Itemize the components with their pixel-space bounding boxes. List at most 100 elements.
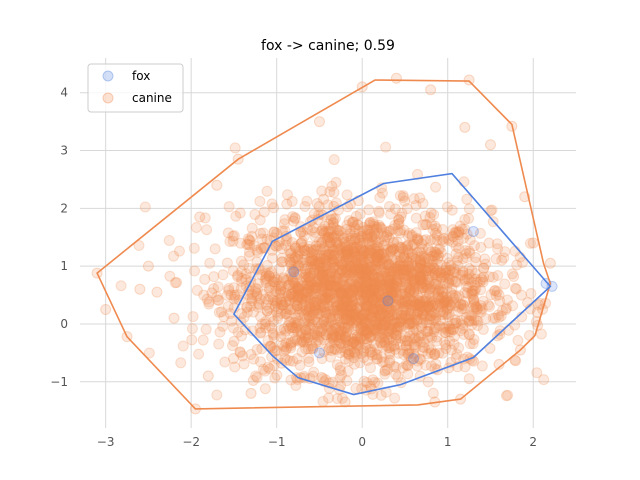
canine-point [340,269,352,281]
canine-point [307,255,319,267]
canine-point [258,206,270,218]
canine-point [244,235,256,247]
canine-point [351,254,363,266]
canine-point [334,361,346,373]
canine-point [320,226,332,238]
canine-point [389,219,401,231]
canine-point [201,224,213,236]
canine-point [492,269,504,281]
canine-point [358,298,370,310]
canine-point [396,207,408,219]
canine-point [428,209,440,221]
canine-point [445,323,457,335]
canine-point [420,317,432,329]
canine-point [319,270,331,282]
canine-point [303,310,315,322]
canine-point [412,305,424,317]
legend-canine-label: canine [132,91,172,105]
canine-point [281,354,293,366]
canine-point [352,232,364,244]
canine-point [293,268,305,280]
canine-point [226,315,238,327]
canine-point [349,346,361,358]
canine-point [389,322,401,334]
canine-point [189,265,201,277]
canine-point [402,273,414,285]
canine-point [316,323,328,335]
canine-point [384,346,396,358]
canine-point [342,365,354,377]
canine-point [227,322,239,334]
canine-point [364,331,376,343]
canine-point [376,187,388,199]
canine-point [266,198,278,210]
canine-point [347,317,359,329]
canine-point [393,241,405,253]
canine-point [228,230,240,242]
canine-point [490,253,502,265]
canine-point [383,290,395,302]
canine-point [430,312,442,324]
canine-point [256,318,268,330]
canine-point [463,328,475,340]
canine-point [426,255,438,267]
canine-point [211,291,223,303]
canine-point [259,293,271,305]
legend-canine-marker [102,92,114,104]
canine-point [484,301,496,313]
canine-point [317,396,329,408]
canine-point [400,264,412,276]
canine-point [339,322,351,334]
canine-point [405,270,417,282]
canine-point [390,72,402,84]
x-tick-label: −3 [97,435,115,449]
canine-point [418,311,430,323]
canine-point [349,278,361,290]
canine-point [290,262,302,274]
canine-point [342,339,354,351]
canine-point [437,223,449,235]
canine-point [375,314,387,326]
canine-point [407,318,419,330]
canine-point [409,296,421,308]
canine-point [452,301,464,313]
canine-point [305,289,317,301]
canine-point [417,243,429,255]
canine-point [399,251,411,263]
canine-point [383,357,395,369]
canine-point [441,297,453,309]
canine-point [349,234,361,246]
canine-point [238,358,250,370]
canine-point [261,185,273,197]
canine-point [283,309,295,321]
canine-point [425,84,437,96]
x-tick-label: 0 [358,435,366,449]
canine-point [373,237,385,249]
canine-point [260,271,272,283]
canine-point [422,300,434,312]
canine-point [348,221,360,233]
canine-point [332,307,344,319]
canine-point [441,201,453,213]
canine-point [280,274,292,286]
canine-point [293,309,305,321]
canine-point [467,338,479,350]
canine-point [312,256,324,268]
canine-point [430,358,442,370]
canine-point [163,235,175,247]
canine-point [427,300,439,312]
canine-point [284,293,296,305]
canine-point [246,230,258,242]
canine-point [230,210,242,222]
canine-point [187,311,199,323]
canine-point [360,270,372,282]
canine-point [440,339,452,351]
canine-point [314,260,326,272]
canine-point [296,335,308,347]
canine-point [370,258,382,270]
canine-point [259,365,271,377]
x-tick-label: 2 [529,435,537,449]
canine-point [357,245,369,257]
canine-point [397,260,409,272]
canine-point [402,368,414,380]
